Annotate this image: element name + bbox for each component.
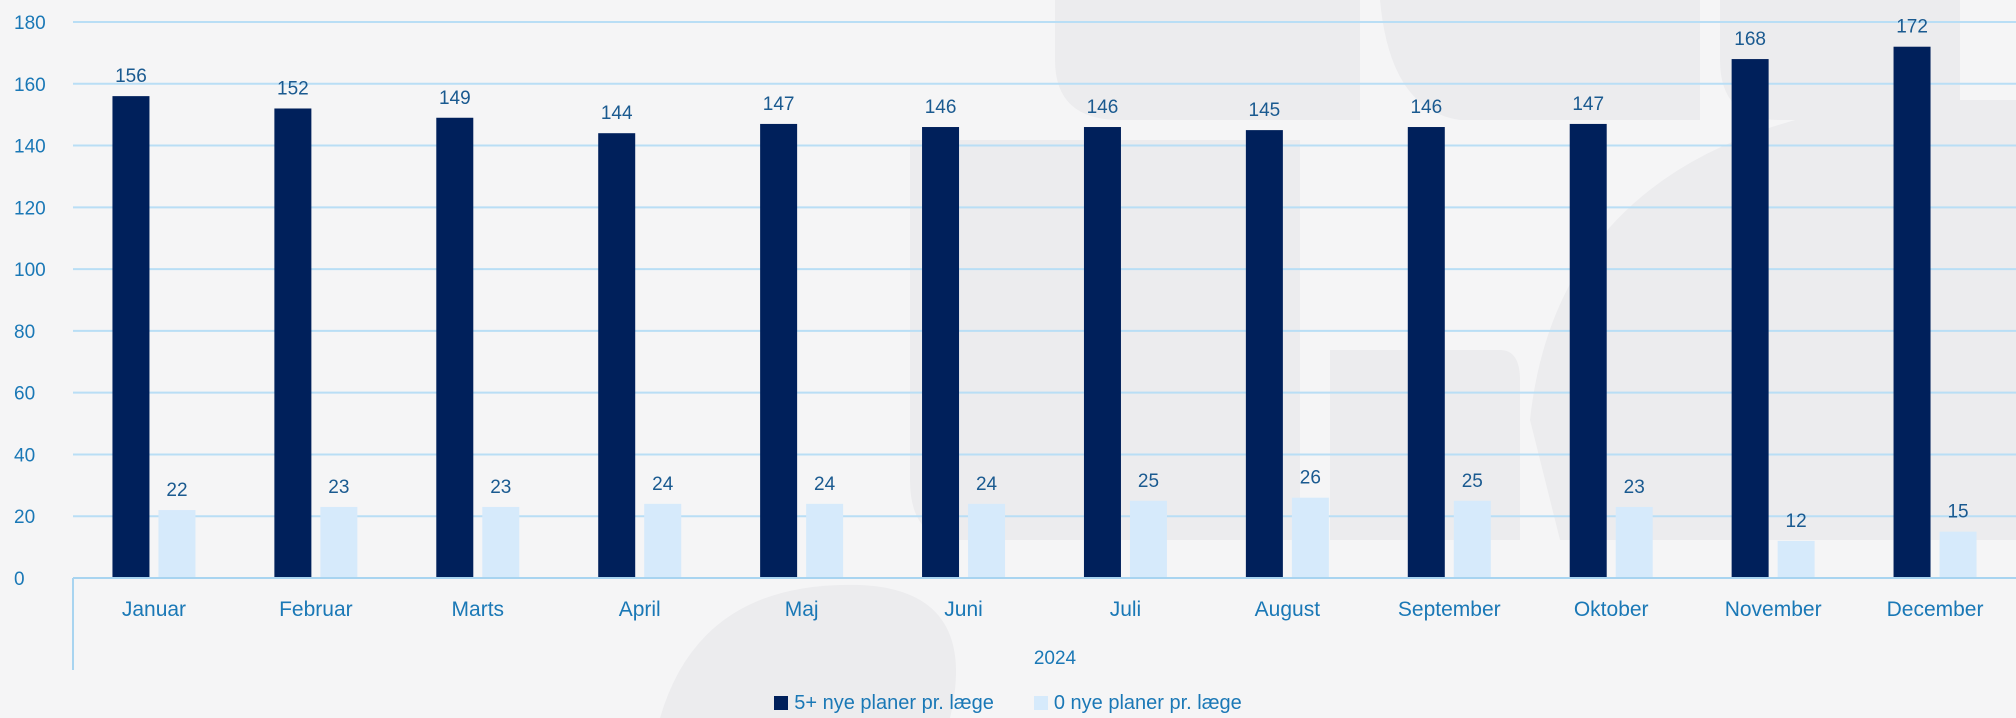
data-label-series-2: 26: [1300, 468, 1321, 489]
data-label-series-2: 24: [976, 474, 998, 495]
bar-series-2: [806, 503, 844, 578]
legend-label-series-1: 5+ nye planer pr. læge: [794, 691, 994, 714]
legend-item-series-2: 0 nye planer pr. læge: [1033, 691, 1242, 715]
y-tick-label: 180: [14, 13, 46, 34]
data-label-series-1: 147: [1572, 94, 1604, 115]
data-label-series-2: 22: [166, 480, 187, 501]
bar-series-1: [112, 96, 150, 578]
y-tick-label: 0: [14, 569, 25, 590]
data-label-series-2: 25: [1462, 471, 1483, 492]
bar-series-1: [436, 117, 474, 578]
y-tick-label: 80: [14, 322, 35, 343]
data-label-series-2: 24: [652, 474, 674, 495]
x-tick-label: Januar: [122, 598, 186, 621]
bar-series-2: [1291, 497, 1329, 578]
bar-series-2: [482, 506, 520, 578]
bar-series-2: [644, 503, 682, 578]
bars: 156 22 152 23 149 23 144 24 147 24 146 24 146 25 145 26…: [112, 17, 1977, 579]
legend-swatch-series-2: [1033, 696, 1048, 710]
data-label-series-1: 156: [115, 66, 147, 87]
bar-series-1: [274, 108, 312, 578]
x-tick-label: Juni: [944, 598, 983, 621]
legend: 5+ nye planer pr. læge 0 nye planer pr. …: [0, 690, 2016, 716]
x-tick-label: August: [1255, 598, 1321, 621]
x-tick-label: Oktober: [1574, 598, 1649, 621]
y-tick-label: 60: [14, 384, 35, 405]
bar-series-1: [1407, 127, 1445, 579]
data-label-series-1: 149: [439, 88, 471, 109]
y-axis: 0 20 40 60 80 100 120 140 160 180: [14, 13, 46, 590]
x-tick-label: Juli: [1110, 598, 1142, 621]
legend-swatch-series-1: [774, 696, 789, 710]
bar-series-1: [1731, 59, 1769, 579]
data-label-series-1: 147: [763, 94, 795, 115]
data-label-series-1: 144: [601, 103, 633, 124]
data-label-series-2: 12: [1786, 511, 1807, 532]
y-tick-label: 140: [14, 137, 46, 158]
x-axis: Januar Februar Marts April Maj Juni Juli August…: [122, 598, 1984, 621]
bar-series-1: [1569, 123, 1607, 578]
y-tick-label: 20: [14, 507, 35, 528]
legend-label-series-2: 0 nye planer pr. læge: [1053, 691, 1242, 714]
x-tick-label: April: [619, 598, 661, 621]
x-tick-label: Februar: [279, 598, 353, 621]
bar-series-2: [968, 503, 1006, 578]
y-tick-label: 160: [14, 75, 46, 96]
x-tick-label: November: [1725, 598, 1822, 621]
bar-series-2: [320, 506, 358, 578]
x-tick-label: Maj: [785, 598, 819, 621]
data-label-series-1: 146: [925, 97, 957, 118]
data-label-series-1: 172: [1896, 17, 1928, 38]
bar-series-1: [922, 127, 960, 579]
bar-series-1: [598, 133, 636, 578]
data-label-series-2: 24: [814, 474, 836, 495]
legend-item-series-1: 5+ nye planer pr. læge: [774, 692, 994, 715]
x-group-label: 2024: [1034, 648, 1077, 669]
data-label-series-2: 23: [490, 477, 511, 498]
bar-series-1: [760, 123, 798, 578]
bar-series-2: [1777, 540, 1815, 578]
bar-series-2: [1615, 506, 1653, 578]
data-label-series-1: 146: [1087, 97, 1119, 118]
bar-series-1: [1245, 130, 1283, 578]
y-tick-label: 120: [14, 198, 46, 219]
bar-series-2: [1939, 531, 1977, 578]
data-label-series-2: 23: [1624, 477, 1645, 498]
data-label-series-2: 15: [1947, 502, 1968, 523]
data-label-series-1: 152: [277, 78, 309, 99]
bar-series-2: [158, 510, 196, 578]
gridlines: [73, 21, 2016, 518]
data-label-series-1: 146: [1410, 97, 1442, 118]
x-tick-label: December: [1887, 598, 1984, 621]
y-tick-label: 40: [14, 445, 35, 466]
y-tick-label: 100: [14, 260, 46, 281]
bar-series-2: [1453, 500, 1491, 578]
bar-series-1: [1893, 46, 1931, 578]
data-label-series-2: 23: [328, 477, 349, 498]
bar-series-1: [1083, 127, 1121, 579]
bar-series-2: [1129, 500, 1167, 578]
x-tick-label: September: [1398, 598, 1501, 621]
data-label-series-1: 145: [1249, 100, 1281, 121]
data-label-series-2: 25: [1138, 471, 1159, 492]
x-tick-label: Marts: [452, 598, 505, 621]
data-label-series-1: 168: [1734, 29, 1766, 50]
